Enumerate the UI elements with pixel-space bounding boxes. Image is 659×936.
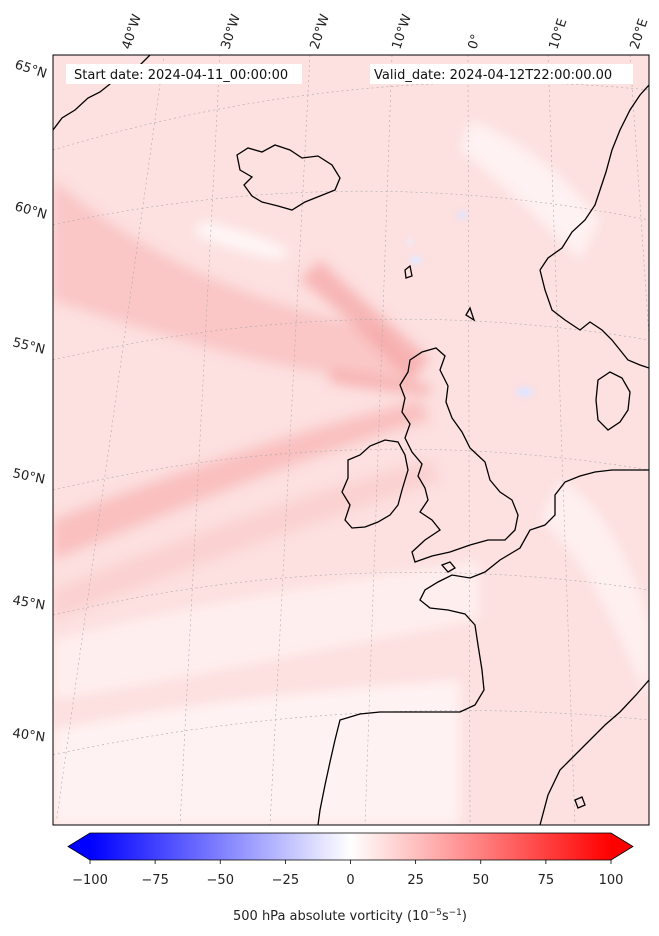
colorbar-label-end: ) (462, 909, 467, 924)
colorbar-tick-label: −100 (72, 873, 108, 888)
coastline-iceland (236, 144, 341, 211)
colorbar-low-extend (68, 833, 90, 860)
start-date-box (66, 64, 302, 84)
graticule (53, 55, 649, 825)
colorbar: −100 −75 −50 −25 0 25 50 75 100 500 hPa absolute… (67, 832, 634, 924)
lat-label-60n: 60°N (13, 199, 49, 222)
lat-label-50n: 50°N (11, 466, 46, 487)
colorbar-tick-label: 75 (538, 873, 555, 888)
longitude-labels: 40°W 30°W 20°W 10°W 0° 10°E 20°E (120, 12, 652, 51)
latitude-labels: 65°N 60°N 55°N 50°N 45°N 40°N (11, 58, 49, 746)
lat-label-55n: 55°N (11, 335, 46, 357)
colorbar-label: 500 hPa absolute vorticity (10−5s−1) (233, 908, 467, 924)
map-panel: Start date: 2024-04-11_00:00:00 Valid_da… (53, 55, 649, 825)
lon-label-40w: 40°W (120, 12, 145, 51)
lon-label-10e: 10°E (547, 17, 571, 51)
lat-label-65n: 65°N (13, 58, 49, 82)
colorbar-tick-label: 100 (599, 873, 624, 888)
colorbar-label-exp1: −5 (429, 908, 442, 918)
coastline-great-britain (399, 347, 519, 563)
coastlines (53, 55, 649, 825)
colorbar-high-extend (611, 833, 633, 860)
colorbar-label-mid: s (442, 909, 449, 924)
lon-label-30w: 30°W (219, 12, 244, 51)
lon-label-20w: 20°W (308, 12, 333, 51)
lon-label-10w: 10°W (390, 12, 415, 51)
lon-label-0: 0° (466, 33, 485, 52)
colorbar-tick-label: −75 (141, 873, 168, 888)
colorbar-tick-label: 25 (407, 873, 424, 888)
map-frame (52, 54, 650, 826)
colorbar-tick-label: 50 (472, 873, 489, 888)
colorbar-body (90, 833, 611, 860)
coastline-ireland (341, 439, 409, 529)
colorbar-tick-label: −50 (207, 873, 234, 888)
colorbar-label-exp2: −1 (449, 908, 462, 918)
coastline-denmark (595, 371, 631, 431)
vorticity-field (53, 120, 649, 825)
lat-label-45n: 45°N (11, 593, 46, 613)
start-date-text: Start date: 2024-04-11_00:00:00 (74, 68, 288, 83)
colorbar-ticks: −100 −75 −50 −25 0 25 50 75 100 (72, 860, 623, 888)
valid-date-text: Valid_date: 2024-04-12T22:00:00.00 (374, 68, 612, 83)
lat-label-40n: 40°N (11, 726, 46, 745)
valid-date-box (370, 64, 633, 84)
colorbar-tick-label: 0 (346, 873, 354, 888)
coastline-scandinavia (539, 84, 649, 271)
coastline-continent (317, 469, 649, 825)
lon-label-20e: 20°E (628, 17, 652, 51)
colorbar-label-text: 500 hPa absolute vorticity (10 (233, 909, 429, 924)
coastline-mediterranean (539, 679, 649, 825)
colorbar-tick-label: −25 (272, 873, 299, 888)
